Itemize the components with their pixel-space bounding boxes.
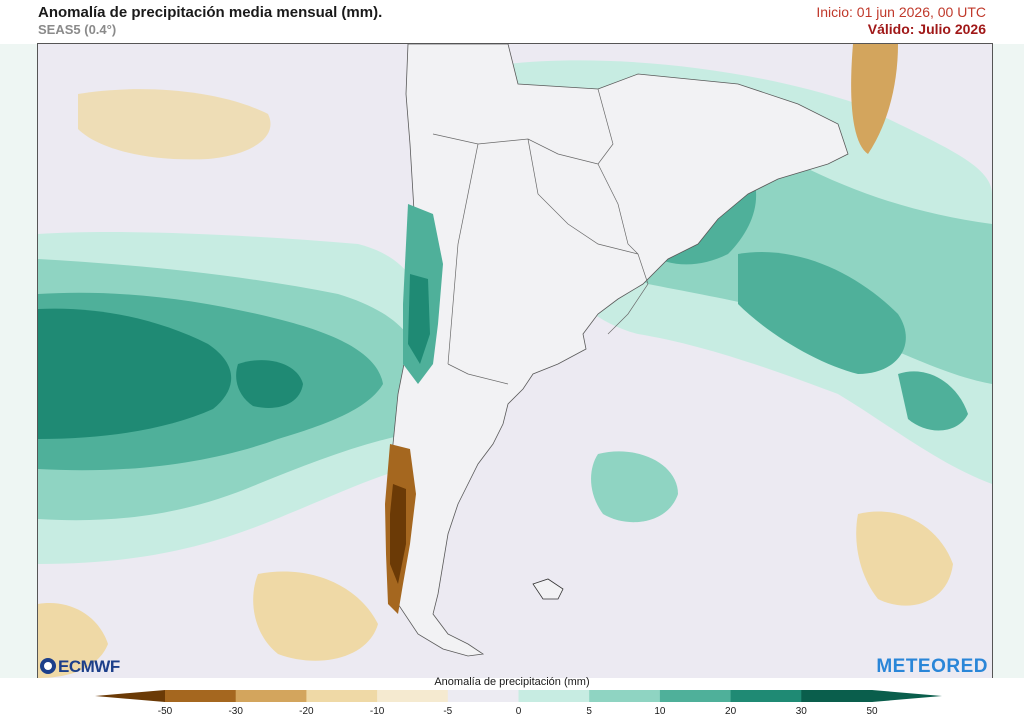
colorbar-tick-label: -10 bbox=[369, 706, 385, 717]
anomaly-dry-northwest bbox=[78, 89, 271, 160]
colorbar-tick-label: -50 bbox=[157, 706, 173, 717]
colorbar-segment bbox=[730, 690, 802, 702]
colorbar-segment bbox=[377, 690, 449, 702]
anomaly-dry-southwest2 bbox=[38, 603, 108, 678]
ecmwf-logo-text: ECMWF bbox=[58, 657, 120, 676]
colorbar-tick-label: 30 bbox=[795, 706, 807, 717]
ecmwf-logo: ECMWF bbox=[40, 657, 120, 677]
country-borders bbox=[432, 88, 649, 385]
colorbar-arrow-left bbox=[95, 690, 165, 702]
model-subtitle: SEAS5 (0.4°) bbox=[38, 22, 117, 37]
map-area bbox=[37, 43, 993, 679]
colorbar-tick-label: 50 bbox=[866, 706, 878, 717]
colorbar-tick-label: 20 bbox=[725, 706, 737, 717]
colorbar-segment bbox=[518, 690, 590, 702]
colorbar-segment bbox=[659, 690, 732, 702]
colorbar-segment bbox=[306, 690, 378, 702]
anomaly-pacific-core2 bbox=[236, 360, 303, 408]
map-title: Anomalía de precipitación media mensual … bbox=[38, 4, 383, 21]
valid-date: Válido: Julio 2026 bbox=[867, 21, 986, 37]
colorbar-segment bbox=[235, 690, 307, 702]
colorbar bbox=[95, 690, 942, 702]
anomaly-patagonia-core bbox=[390, 484, 406, 584]
colorbar-segment bbox=[165, 690, 237, 702]
anomaly-pacific-core bbox=[38, 308, 232, 439]
header-bar: Anomalía de precipitación media mensual … bbox=[0, 0, 1024, 44]
meteored-logo: METEORED bbox=[876, 656, 988, 677]
colorbar-tick-label: 5 bbox=[586, 706, 592, 717]
anomaly-atlantic-patch bbox=[591, 451, 678, 523]
colorbar-tick-label: -30 bbox=[228, 706, 243, 717]
falkland-islands bbox=[532, 578, 564, 600]
anomaly-dry-northeast bbox=[851, 44, 898, 154]
ecmwf-mark-icon bbox=[40, 658, 56, 674]
anomaly-dry-southwest bbox=[253, 571, 378, 661]
anomaly-dry-southeast bbox=[856, 511, 953, 606]
colorbar-arrow-right bbox=[872, 690, 942, 702]
init-date: Inicio: 01 jun 2026, 00 UTC bbox=[816, 4, 986, 20]
colorbar-segment bbox=[447, 690, 519, 702]
colorbar-segment bbox=[801, 690, 873, 702]
colorbar-tick-label: 0 bbox=[515, 706, 522, 717]
precipitation-map bbox=[38, 44, 992, 678]
anomaly-atlantic-east2 bbox=[898, 371, 968, 431]
colorbar-tick-label: -20 bbox=[299, 706, 314, 717]
anomaly-atlantic-east bbox=[738, 252, 906, 374]
colorbar-title: Anomalía de precipitación (mm) bbox=[434, 676, 590, 688]
colorbar-tick-label: 10 bbox=[654, 706, 666, 717]
anomaly-andes-core bbox=[408, 274, 430, 364]
colorbar-tick-label: -5 bbox=[443, 706, 453, 717]
colorbar-segment bbox=[589, 690, 661, 702]
